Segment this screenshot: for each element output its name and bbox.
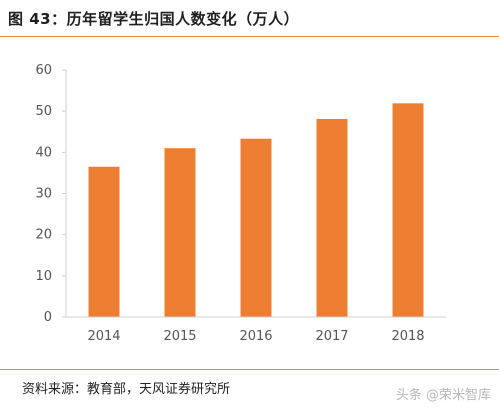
x-axis: 2014 2015 2016 2017 2018	[66, 316, 446, 344]
x-tick-label: 2017	[315, 329, 348, 344]
chart-title: 图 43：历年留学生归国人数变化（万人）	[8, 10, 300, 28]
y-tick-label: 30	[35, 187, 52, 202]
bar-2014	[88, 166, 120, 317]
y-tick-label: 0	[44, 310, 52, 325]
y-tick-label: 60	[35, 63, 52, 78]
y-tick-label: 40	[35, 145, 52, 160]
y-tick-label: 10	[35, 269, 52, 284]
x-tick-label: 2018	[391, 329, 424, 344]
title-divider	[0, 36, 499, 37]
bar-2017	[316, 118, 348, 317]
bar-2018	[392, 103, 424, 317]
watermark-text: 头条 @荣米智库	[395, 388, 491, 403]
x-tick-label: 2015	[163, 329, 196, 344]
bar-2016	[240, 138, 272, 317]
x-tick-label: 2016	[239, 329, 272, 344]
bar-2015	[164, 148, 196, 317]
y-tick-label: 50	[35, 104, 52, 119]
source-note: 资料来源：教育部，天风证券研究所	[22, 382, 231, 397]
y-axis: 0 10 20 30 40 50 60	[35, 63, 67, 325]
bars-group	[88, 103, 424, 317]
x-tick-label: 2014	[87, 329, 120, 344]
footer-divider	[0, 369, 499, 370]
y-tick-label: 20	[35, 228, 52, 243]
